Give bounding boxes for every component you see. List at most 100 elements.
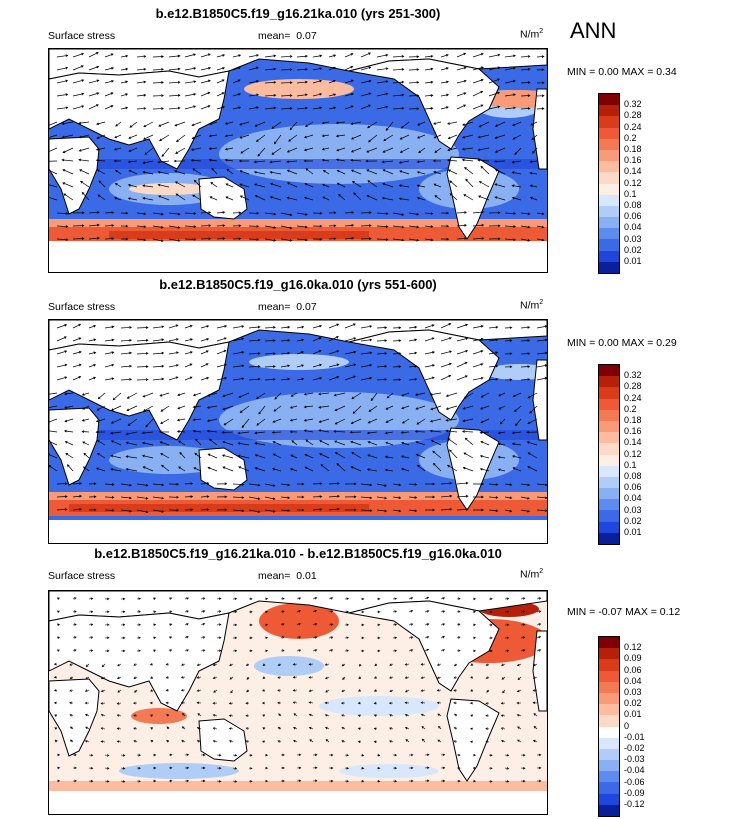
wind-arrow (392, 68, 405, 71)
wind-arrow (392, 225, 405, 229)
wind-arrow (136, 378, 149, 381)
wind-arrow (166, 726, 170, 730)
wind-arrow (136, 496, 149, 500)
wind-arrow (408, 351, 418, 355)
wind-arrow (404, 663, 410, 666)
wind-arrow (328, 636, 334, 639)
wind-arrow (470, 727, 474, 731)
wind-arrow (344, 597, 349, 601)
wind-arrow (88, 376, 97, 381)
wind-arrow (520, 753, 526, 757)
wind-arrow (248, 352, 261, 355)
wind-arrow (104, 779, 110, 783)
wind-arrow (116, 727, 122, 730)
wind-arrow (286, 182, 298, 188)
wind-arrow (84, 740, 90, 743)
wind-arrow (207, 453, 218, 459)
wind-arrow (114, 169, 122, 175)
wind-arrow (440, 753, 446, 757)
wind-arrow (328, 779, 334, 783)
wind-arrow (424, 107, 434, 110)
colorbar-swatch (599, 116, 619, 128)
wind-arrow (456, 649, 461, 653)
colorbar-label: -0.12 (624, 799, 645, 809)
wind-arrow (520, 378, 531, 381)
wind-arrow (184, 753, 190, 757)
wind-arrow (424, 238, 434, 242)
colorbar-label: 0.14 (624, 166, 642, 177)
colorbar-label: -0.01 (624, 731, 645, 742)
wind-arrow (104, 224, 115, 227)
wind-arrow (97, 194, 106, 201)
wind-arrow (447, 464, 458, 472)
wind-arrow (360, 104, 372, 110)
wind-vectors (53, 596, 542, 783)
wind-arrow (100, 702, 106, 705)
wind-arrow (480, 165, 490, 175)
wind-arrow (133, 740, 138, 743)
panel3-mean: mean= 0.01 (258, 570, 317, 582)
wind-arrow (168, 238, 181, 242)
wind-arrow (88, 508, 97, 512)
wind-arrow (184, 636, 189, 639)
wind-arrow (532, 676, 538, 679)
africa-east (532, 359, 547, 441)
wind-arrow (312, 349, 322, 355)
southern-westerlies-max (69, 504, 369, 512)
wind-arrow (85, 726, 90, 730)
wind-arrow (72, 649, 77, 652)
wind-arrow (262, 663, 266, 667)
wind-arrow (174, 181, 186, 188)
wind-arrow (341, 727, 346, 730)
wind-arrow (424, 779, 430, 783)
wind-arrow (128, 134, 138, 139)
wind-arrow (415, 392, 426, 396)
wind-arrow (360, 636, 365, 640)
wind-arrow (328, 363, 340, 368)
wind-arrow (357, 689, 362, 692)
wind-arrow (517, 676, 522, 681)
wind-arrow (416, 184, 426, 188)
wind-arrow (280, 509, 291, 512)
wind-arrow (88, 597, 94, 601)
wind-arrow (224, 158, 234, 162)
wind-arrow (480, 405, 490, 410)
wind-arrow (360, 597, 365, 601)
wind-arrow (303, 392, 314, 396)
wind-arrow (264, 636, 269, 640)
wind-arrow (61, 121, 74, 125)
wind-arrow (120, 509, 132, 513)
wind-arrow (191, 121, 202, 127)
wind-arrow (494, 196, 506, 201)
colorbar-swatch (599, 161, 619, 173)
wind-arrow (104, 53, 114, 58)
wind-arrow (216, 482, 228, 486)
wind-arrow (262, 740, 266, 744)
wind-arrow (136, 636, 141, 640)
wind-arrow (328, 494, 340, 498)
wind-arrow (69, 714, 74, 717)
wind-arrow (216, 349, 227, 355)
wind-arrow (142, 160, 154, 165)
wind-arrow (536, 107, 545, 110)
wind-arrow (280, 623, 285, 626)
wind-arrow (56, 54, 69, 58)
wind-arrow (264, 339, 276, 342)
wind-arrow (142, 466, 154, 472)
wind-arrow (133, 701, 138, 705)
wind-arrow (180, 688, 186, 692)
wind-arrow (400, 455, 410, 459)
wind-arrow (104, 325, 115, 329)
wind-arrow (200, 376, 210, 381)
wind-arrow (184, 351, 193, 355)
wind-arrow (424, 482, 436, 486)
wind-arrow (453, 740, 458, 743)
wind-arrow (104, 351, 115, 355)
wind-arrow (150, 676, 154, 679)
wind-arrow (264, 365, 276, 368)
wind-arrow (401, 392, 410, 397)
wind-arrow (296, 482, 305, 486)
wind-arrow (440, 211, 450, 215)
wind-arrow (376, 326, 388, 329)
wind-arrow (488, 636, 493, 640)
